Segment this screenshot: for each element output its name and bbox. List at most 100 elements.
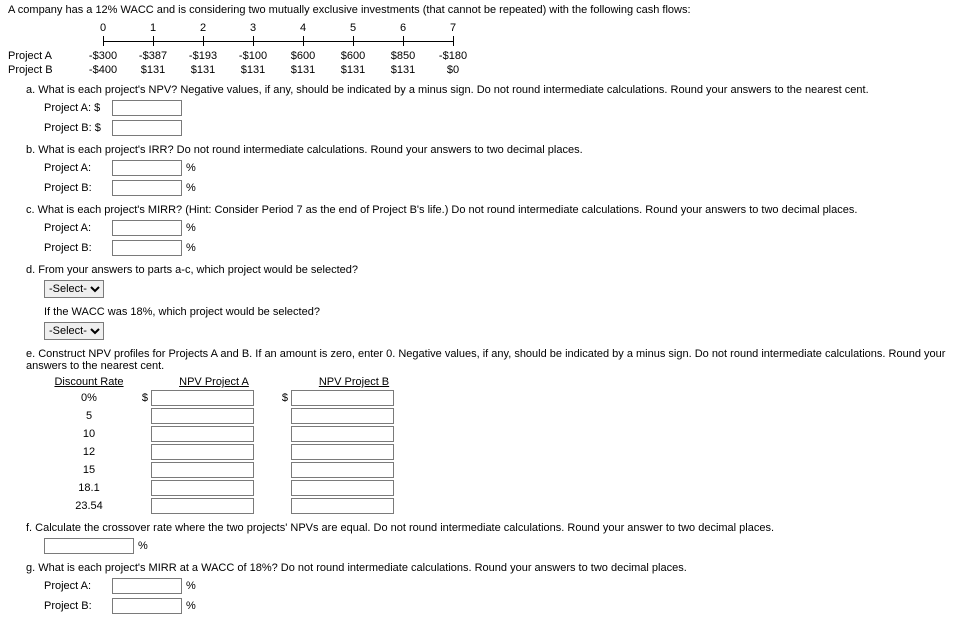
npv-a-cell-input[interactable] [151, 480, 254, 496]
npv-b-input[interactable] [112, 120, 182, 136]
tick [378, 34, 428, 48]
project-a-row: Project A -$300-$387-$193-$100$600$600$8… [8, 50, 956, 62]
percent-unit: % [186, 580, 196, 592]
npv-b-cell-input[interactable] [291, 444, 394, 460]
qb-project-b-label: Project B: [44, 182, 112, 194]
npv-row: 12 [44, 444, 956, 460]
period-label: 5 [328, 22, 378, 34]
question-c: c. What is each project's MIRR? (Hint: C… [26, 204, 956, 216]
cashflow-cell: $600 [328, 50, 378, 62]
period-label: 1 [128, 22, 178, 34]
npv-head-b: NPV Project B [294, 376, 414, 388]
percent-unit: % [186, 222, 196, 234]
period-label: 3 [228, 22, 278, 34]
cashflow-cell: $131 [128, 64, 178, 76]
tick-row [78, 34, 956, 48]
crossover-input[interactable] [44, 538, 134, 554]
npv-row: 18.1 [44, 480, 956, 496]
npv-rate-label: 18.1 [44, 482, 134, 494]
qc-project-a-label: Project A: [44, 222, 112, 234]
npv-rate-label: 10 [44, 428, 134, 440]
npv-rate-label: 12 [44, 446, 134, 458]
mirr18-b-input[interactable] [112, 598, 182, 614]
mirr-b-input[interactable] [112, 240, 182, 256]
qc-project-b-label: Project B: [44, 242, 112, 254]
question-a: a. What is each project's NPV? Negative … [26, 84, 956, 96]
qd-select-2[interactable]: -Select- [44, 322, 104, 340]
question-d: d. From your answers to parts a-c, which… [26, 264, 956, 276]
npv-row: 5 [44, 408, 956, 424]
period-label: 4 [278, 22, 328, 34]
cashflow-cell: $0 [428, 64, 478, 76]
npv-b-cell-input[interactable] [291, 498, 394, 514]
cashflow-cell: $131 [178, 64, 228, 76]
percent-unit: % [186, 182, 196, 194]
tick [178, 34, 228, 48]
period-label: 7 [428, 22, 478, 34]
npv-row: 0%$$ [44, 390, 956, 406]
percent-unit: % [138, 540, 148, 552]
npv-rate-label: 0% [44, 392, 134, 404]
npv-row: 23.54 [44, 498, 956, 514]
question-b: b. What is each project's IRR? Do not ro… [26, 144, 956, 156]
npv-b-cell-input[interactable] [291, 426, 394, 442]
cashflow-cell: -$180 [428, 50, 478, 62]
period-label: 2 [178, 22, 228, 34]
qa-project-a-label: Project A: $ [44, 102, 112, 114]
npv-row: 15 [44, 462, 956, 478]
npv-rate-label: 5 [44, 410, 134, 422]
question-e: e. Construct NPV profiles for Projects A… [26, 348, 956, 372]
npv-rate-label: 15 [44, 464, 134, 476]
npv-b-cell-input[interactable] [291, 408, 394, 424]
npv-row: 10 [44, 426, 956, 442]
npv-a-cell-input[interactable] [151, 462, 254, 478]
percent-unit: % [186, 600, 196, 612]
qa-project-b-label: Project B: $ [44, 122, 112, 134]
qg-project-b-label: Project B: [44, 600, 112, 612]
tick [128, 34, 178, 48]
npv-a-cell-input[interactable] [151, 444, 254, 460]
npv-head-a: NPV Project A [154, 376, 274, 388]
percent-unit: % [186, 162, 196, 174]
npv-a-input[interactable] [112, 100, 182, 116]
question-g: g. What is each project's MIRR at a WACC… [26, 562, 956, 574]
npv-a-cell-input[interactable] [151, 498, 254, 514]
cashflow-cell: $131 [278, 64, 328, 76]
question-f: f. Calculate the crossover rate where th… [26, 522, 956, 534]
npv-a-cell-input[interactable] [151, 390, 254, 406]
cashflow-cell: $131 [328, 64, 378, 76]
npv-rate-label: 23.54 [44, 500, 134, 512]
dollar-sign: $ [134, 392, 151, 404]
tick [278, 34, 328, 48]
npv-head-rate: Discount Rate [44, 376, 134, 388]
qd-select-1[interactable]: -Select- [44, 280, 104, 298]
cashflow-cell: $131 [378, 64, 428, 76]
cashflow-cell: -$100 [228, 50, 278, 62]
irr-a-input[interactable] [112, 160, 182, 176]
irr-b-input[interactable] [112, 180, 182, 196]
question-d2: If the WACC was 18%, which project would… [44, 306, 956, 318]
cashflow-cell: $600 [278, 50, 328, 62]
intro-text: A company has a 12% WACC and is consider… [8, 4, 956, 16]
cashflow-cell: -$300 [78, 50, 128, 62]
npv-b-cell-input[interactable] [291, 390, 394, 406]
npv-a-cell-input[interactable] [151, 408, 254, 424]
tick [78, 34, 128, 48]
tick [228, 34, 278, 48]
project-a-label: Project A [8, 50, 78, 62]
dollar-sign: $ [254, 392, 291, 404]
period-label: 6 [378, 22, 428, 34]
project-b-row: Project B -$400$131$131$131$131$131$131$… [8, 64, 956, 76]
cashflow-cell: -$193 [178, 50, 228, 62]
percent-unit: % [186, 242, 196, 254]
mirr18-a-input[interactable] [112, 578, 182, 594]
period-row: 01234567 [78, 22, 956, 34]
npv-a-cell-input[interactable] [151, 426, 254, 442]
npv-b-cell-input[interactable] [291, 462, 394, 478]
npv-b-cell-input[interactable] [291, 480, 394, 496]
npv-profile-table: Discount Rate NPV Project A NPV Project … [44, 376, 956, 514]
timeline: 01234567 [78, 22, 956, 48]
cashflow-cell: $131 [228, 64, 278, 76]
qg-project-a-label: Project A: [44, 580, 112, 592]
mirr-a-input[interactable] [112, 220, 182, 236]
